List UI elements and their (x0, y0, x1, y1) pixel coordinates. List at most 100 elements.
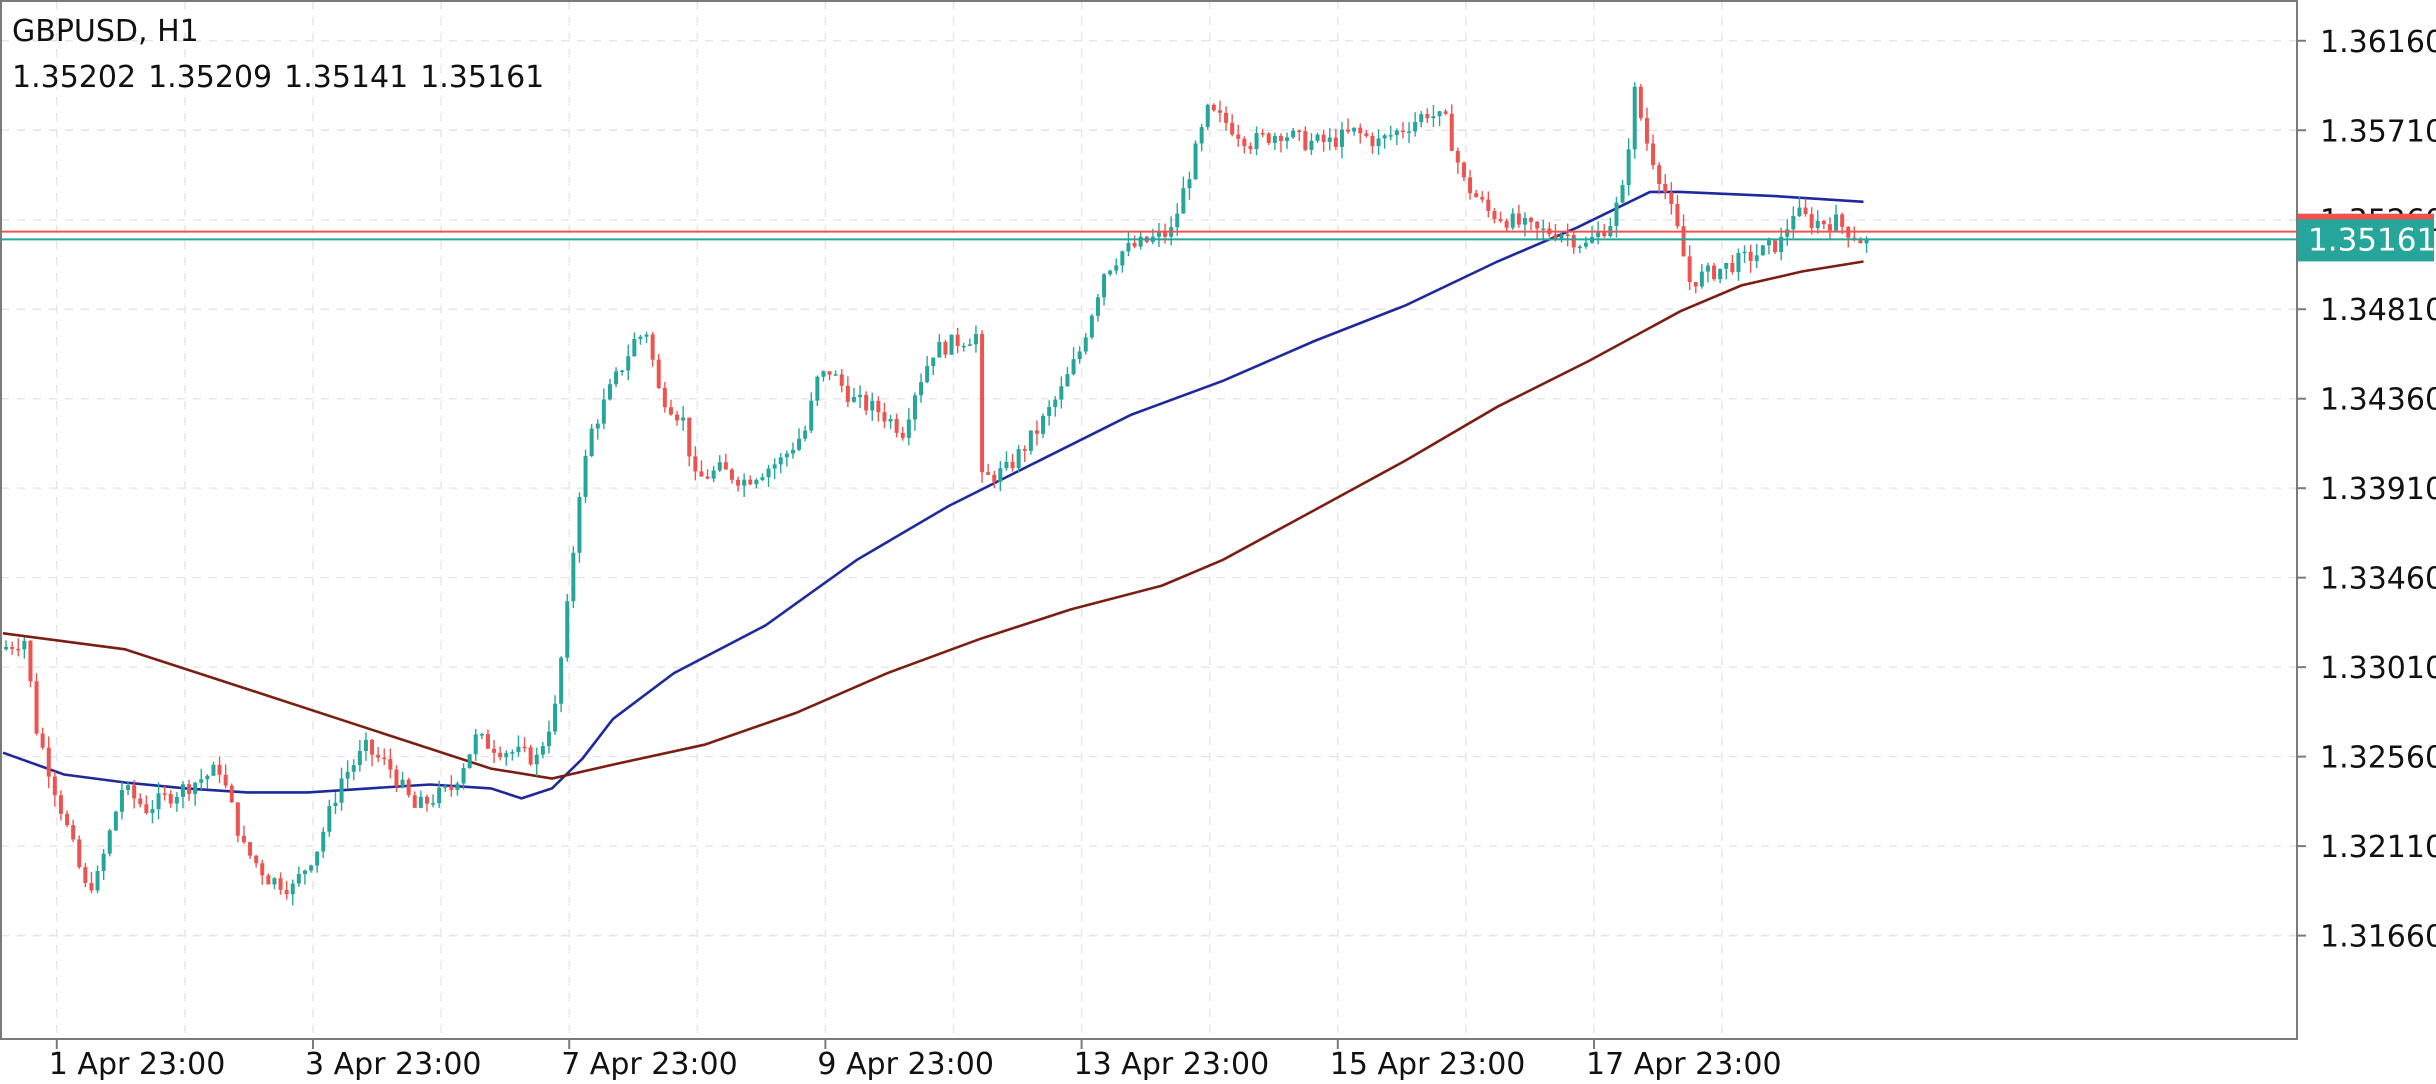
bull-candle (211, 761, 216, 777)
bull-candle (1559, 232, 1564, 243)
candle-body (449, 785, 454, 790)
candle-body (992, 474, 997, 482)
candle-body (1278, 136, 1283, 142)
candle-body (443, 785, 448, 788)
bear-candle (241, 825, 246, 844)
price-axis[interactable]: 1.361601.357101.352601.348101.343601.339… (2296, 25, 2436, 955)
bull-candle (1291, 127, 1296, 140)
bull-candle (1352, 127, 1357, 136)
candle-body (607, 384, 612, 400)
candle-body (1553, 234, 1558, 239)
bull-candle (803, 425, 808, 442)
candle-body (260, 863, 265, 876)
candle-body (479, 734, 484, 736)
candle-body (1108, 270, 1113, 275)
candle-body (22, 640, 27, 650)
candle-body (235, 802, 240, 836)
candle-body (662, 387, 667, 408)
symbol-name: GBPUSD (12, 14, 139, 49)
candle-body (1657, 165, 1662, 184)
candle-body (363, 739, 368, 751)
bear-candle (1675, 194, 1680, 229)
candle-body (370, 739, 375, 755)
candle-body (656, 359, 661, 388)
candle-body (126, 785, 131, 791)
candle-body (522, 746, 527, 749)
bear-candle (278, 872, 283, 895)
bull-candle (1736, 248, 1741, 281)
bear-candle (1651, 134, 1656, 170)
bear-candle (40, 727, 45, 750)
candle-body (1394, 130, 1399, 136)
bull-candle (1047, 400, 1052, 426)
bull-candle (156, 782, 161, 820)
candle-body (1797, 207, 1802, 217)
bear-candle (1370, 132, 1375, 154)
candle-body (1028, 430, 1033, 451)
candle-body (52, 776, 57, 796)
bull-candle (327, 799, 332, 837)
candle-body (1327, 137, 1332, 143)
bull-candle (1394, 128, 1399, 146)
candle-body (870, 400, 875, 411)
candle-body (1217, 110, 1222, 113)
bear-candle (1486, 191, 1491, 218)
candle-body (1370, 135, 1375, 147)
bear-candle (83, 862, 88, 888)
bull-candle (870, 392, 875, 421)
candle-body (1425, 114, 1430, 119)
candle-body (1224, 112, 1229, 123)
candle-body (1602, 231, 1607, 237)
candle-body (16, 648, 21, 651)
price-tick-label: 1.33010 (2320, 651, 2436, 686)
bull-candle (1760, 244, 1765, 256)
bear-candle (522, 737, 527, 753)
candle-body (467, 754, 472, 769)
price-tick-label: 1.32560 (2320, 741, 2436, 776)
bear-candle (168, 790, 173, 808)
bull-candle (174, 792, 179, 812)
candle-body (424, 796, 429, 804)
bear-candle (882, 402, 887, 429)
bear-candle (1730, 254, 1735, 275)
ma-slow-line (2, 260, 1864, 780)
candle-body (58, 795, 63, 814)
candle-body (376, 754, 381, 758)
bull-candle (504, 750, 509, 766)
candle-body (1041, 415, 1046, 434)
candle-body (1065, 374, 1070, 387)
candle-body (858, 394, 863, 398)
candle-body (1669, 192, 1674, 204)
bull-candle (595, 419, 600, 440)
candle-body (1187, 179, 1192, 189)
candle-body (546, 731, 551, 747)
bull-candle (180, 781, 185, 809)
candle-body (754, 479, 759, 485)
bear-candle (699, 460, 704, 477)
candle-body (821, 371, 826, 377)
candle-body (894, 418, 899, 433)
candle-body (1016, 449, 1021, 469)
candle-body (1468, 177, 1473, 194)
bear-candle (1364, 129, 1369, 138)
time-axis[interactable]: 1 Apr 23:00 3 Apr 23:00 7 Apr 23:00 9 Apr 2… (49, 1039, 1782, 1082)
candle-body (919, 382, 924, 396)
candle-body (797, 438, 802, 450)
candle-body (1095, 297, 1100, 316)
candle-body (388, 759, 393, 770)
price-tick-label: 1.31660 (2320, 920, 2436, 955)
bull-candle (22, 637, 27, 659)
price-tick-label: 1.33910 (2320, 472, 2436, 507)
bear-candle (1663, 174, 1668, 200)
candle-body (40, 733, 45, 748)
bull-candle (1028, 430, 1033, 455)
bull-candle (272, 877, 277, 890)
candle-body (1858, 239, 1863, 244)
bull-candle (973, 325, 978, 353)
bull-candle (626, 344, 631, 381)
bull-candle (1596, 221, 1601, 245)
bull-candle (357, 740, 362, 772)
